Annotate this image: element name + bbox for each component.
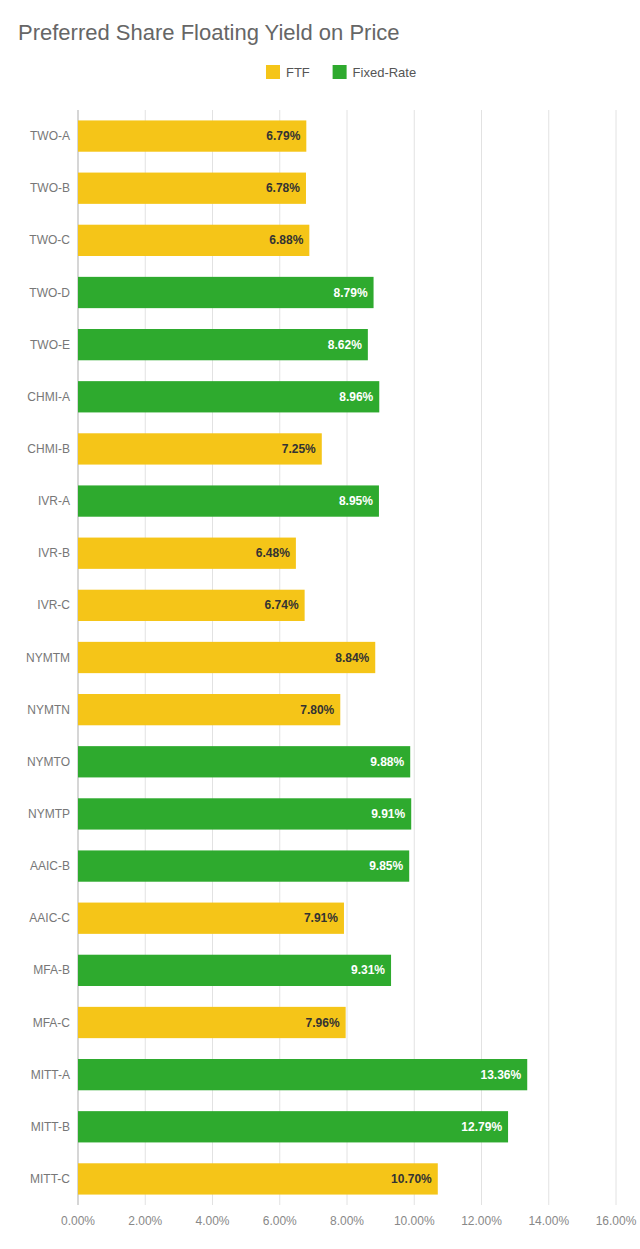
bar [78, 1007, 346, 1038]
y-tick-label: MITT-C [30, 1172, 70, 1186]
bar [78, 538, 296, 569]
data-label: 8.62% [328, 338, 362, 352]
data-label: 12.79% [461, 1120, 502, 1134]
data-label: 7.96% [306, 1016, 340, 1030]
data-label: 8.96% [339, 390, 373, 404]
bar [78, 277, 374, 308]
bar [78, 225, 309, 256]
data-label: 6.78% [266, 181, 300, 195]
bar [78, 694, 340, 725]
bar [78, 903, 344, 934]
data-label: 9.88% [370, 755, 404, 769]
chart: Preferred Share Floating Yield on Price F… [0, 0, 640, 1249]
data-label: 9.85% [369, 859, 403, 873]
y-tick-label: MFA-B [33, 963, 70, 977]
grid-line [414, 110, 415, 1205]
y-tick-label: CHMI-B [27, 442, 70, 456]
data-label: 7.25% [282, 442, 316, 456]
y-tick-label: IVR-B [38, 546, 70, 560]
title: Preferred Share Floating Yield on Price [18, 20, 400, 45]
x-tick-label: 0.00% [61, 1214, 95, 1228]
y-tick-label: MFA-C [33, 1016, 71, 1030]
x-tick-label: 10.00% [394, 1214, 435, 1228]
y-tick-label: CHMI-A [27, 390, 70, 404]
data-label: 7.80% [300, 703, 334, 717]
legend: FTF Fixed-Rate [266, 65, 416, 80]
x-tick-label: 8.00% [330, 1214, 364, 1228]
y-tick-label: NYMTO [27, 755, 70, 769]
bar [78, 955, 391, 986]
bar [78, 173, 306, 204]
data-label: 6.79% [266, 129, 300, 143]
bars [78, 120, 527, 1194]
x-tick-label: 14.00% [528, 1214, 569, 1228]
grid-line [481, 110, 482, 1205]
data-label: 9.91% [371, 807, 405, 821]
x-tick-label: 6.00% [263, 1214, 297, 1228]
data-label: 8.84% [335, 651, 369, 665]
y-tick-label: MITT-A [31, 1068, 70, 1082]
y-tick-label: TWO-B [30, 181, 70, 195]
legend-swatch [333, 65, 347, 79]
bar [78, 329, 368, 360]
bar [78, 381, 379, 412]
y-tick-label: IVR-C [37, 598, 70, 612]
data-label: 6.74% [265, 598, 299, 612]
x-tick-label: 16.00% [596, 1214, 637, 1228]
x-tick-label: 2.00% [128, 1214, 162, 1228]
bar [78, 433, 322, 464]
y-tick-label: NYMTM [26, 651, 70, 665]
legend-label: Fixed-Rate [353, 65, 417, 80]
legend-swatch [266, 65, 280, 79]
y-tick-label: TWO-C [29, 233, 70, 247]
bar [78, 120, 306, 151]
y-tick-label: TWO-A [30, 129, 70, 143]
bar [78, 1059, 527, 1090]
data-label: 6.88% [269, 233, 303, 247]
bar [78, 850, 409, 881]
legend-label: FTF [286, 65, 310, 80]
data-label: 7.91% [304, 911, 338, 925]
data-label: 8.95% [339, 494, 373, 508]
bar [78, 485, 379, 516]
y-tick-label: AAIC-C [29, 911, 70, 925]
y-tick-label: AAIC-B [30, 859, 70, 873]
bar [78, 1111, 508, 1142]
x-tick-label: 4.00% [195, 1214, 229, 1228]
grid-line [548, 110, 549, 1205]
bar [78, 798, 411, 829]
data-label: 8.79% [334, 286, 368, 300]
bar [78, 746, 410, 777]
background [0, 0, 640, 1249]
data-label: 10.70% [391, 1172, 432, 1186]
bar [78, 590, 305, 621]
bar [78, 1163, 438, 1194]
y-tick-label: NYMTP [28, 807, 70, 821]
y-tick-label: NYMTN [27, 703, 70, 717]
data-label: 9.31% [351, 963, 385, 977]
data-label: 13.36% [481, 1068, 522, 1082]
x-tick-label: 12.00% [461, 1214, 502, 1228]
y-tick-label: MITT-B [31, 1120, 70, 1134]
data-label: 6.48% [256, 546, 290, 560]
grid-line [616, 110, 617, 1205]
y-axis: TWO-A TWO-B TWO-C TWO-D TWO-E CHMI-A CHMI-B IVR… [26, 110, 78, 1205]
y-tick-label: TWO-E [30, 338, 70, 352]
y-tick-label: IVR-A [38, 494, 70, 508]
y-tick-label: TWO-D [29, 286, 70, 300]
data-labels: 6.79% 6.78% 6.88% 7.25% 6.48% 6.74% 8.84% 7.80%… [256, 129, 522, 1186]
bar [78, 642, 375, 673]
x-axis: 0.00% 2.00% 4.00% 6.00% 8.00% 10.00% 12.00% 14.… [61, 110, 637, 1228]
